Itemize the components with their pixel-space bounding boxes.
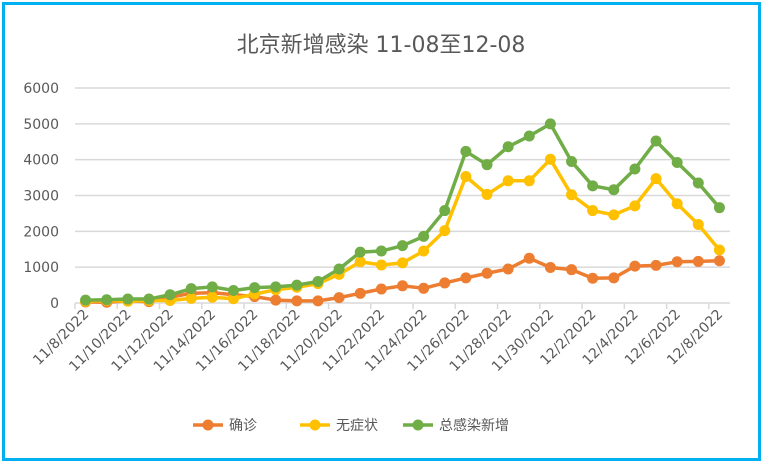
data-point [270, 294, 282, 306]
data-point [418, 282, 430, 294]
data-point [566, 189, 578, 201]
data-point [80, 294, 92, 306]
data-point [185, 283, 197, 295]
data-point [249, 282, 261, 294]
data-point [692, 177, 704, 189]
y-tick-label: 6000 [23, 81, 59, 97]
y-tick-label: 1000 [23, 260, 59, 276]
legend-label: 确诊 [229, 418, 257, 434]
legend-marker [412, 419, 424, 431]
data-point [481, 159, 493, 171]
data-point [608, 184, 620, 196]
data-point [544, 153, 556, 165]
legend-label: 无症状 [336, 418, 378, 434]
data-point [523, 252, 535, 264]
data-point [291, 279, 303, 291]
data-point [671, 157, 683, 169]
y-tick-label: 5000 [23, 117, 59, 133]
data-point [460, 171, 472, 183]
data-point [481, 267, 493, 279]
data-point [650, 259, 662, 271]
data-point [270, 281, 282, 293]
data-point [629, 200, 641, 212]
data-point [502, 175, 514, 187]
chart-title: 北京新增感染 11-08至12-08 [237, 33, 526, 58]
data-point [312, 276, 324, 287]
data-point [101, 294, 113, 306]
data-point [671, 198, 683, 210]
data-point [227, 284, 239, 296]
data-point [587, 180, 599, 192]
data-point [418, 230, 430, 242]
data-point [587, 205, 599, 217]
data-point [650, 173, 662, 185]
data-point [143, 293, 155, 305]
legend-marker [309, 419, 321, 431]
y-tick-label: 2000 [23, 224, 59, 240]
data-point [397, 257, 408, 269]
data-point [692, 219, 704, 231]
data-point [481, 188, 493, 200]
data-point [354, 287, 366, 299]
data-point [333, 263, 345, 275]
data-point [397, 280, 408, 292]
data-point [333, 292, 345, 304]
data-point [608, 272, 620, 284]
data-point [650, 135, 662, 147]
data-point [502, 263, 514, 275]
data-point [375, 245, 387, 257]
data-point [460, 145, 472, 157]
data-point [227, 293, 239, 305]
data-point [692, 255, 704, 267]
data-point [439, 277, 451, 289]
y-tick-label: 3000 [23, 189, 59, 205]
data-point [206, 291, 218, 303]
data-point [566, 155, 578, 167]
legend-marker [202, 419, 214, 431]
data-point [397, 240, 408, 252]
data-point [354, 256, 366, 268]
legend-label: 总感染新增 [439, 417, 509, 434]
data-point [439, 225, 451, 237]
data-point [713, 244, 725, 256]
data-point [544, 118, 556, 130]
data-point [629, 163, 641, 175]
data-point [375, 283, 387, 295]
y-tick-label: 4000 [23, 153, 59, 169]
data-point [206, 281, 218, 293]
data-point [418, 245, 430, 257]
data-point [354, 246, 366, 258]
data-point [122, 293, 134, 305]
data-point [164, 289, 176, 301]
data-point [291, 295, 303, 307]
data-point [713, 202, 725, 214]
data-point [713, 255, 725, 267]
data-point [629, 260, 641, 272]
data-point [523, 175, 535, 187]
data-point [587, 272, 599, 284]
data-point [312, 295, 324, 307]
data-point [439, 205, 451, 217]
data-point [523, 130, 535, 142]
data-point [185, 292, 197, 304]
data-point [671, 256, 683, 268]
data-point [502, 141, 514, 153]
data-point [608, 209, 620, 221]
y-tick-label: 0 [50, 296, 59, 312]
data-point [544, 262, 556, 274]
data-point [460, 272, 472, 284]
data-point [566, 264, 578, 276]
data-point [375, 259, 387, 271]
